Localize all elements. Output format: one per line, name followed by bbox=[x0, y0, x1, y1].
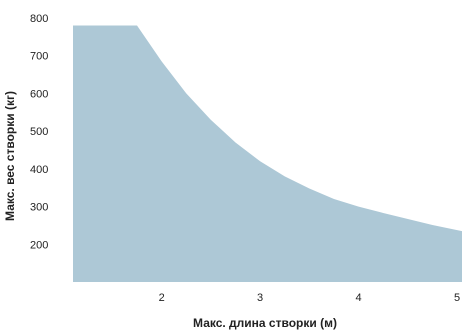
y-tick-label: 500 bbox=[30, 126, 48, 138]
x-tick-label: 3 bbox=[257, 292, 263, 304]
x-axis-ticks: 2 3 4 5 bbox=[159, 292, 461, 304]
x-tick-label: 4 bbox=[356, 292, 362, 304]
plot-area bbox=[73, 25, 462, 282]
y-tick-label: 200 bbox=[30, 239, 48, 251]
y-tick-label: 600 bbox=[30, 88, 48, 100]
y-tick-label: 700 bbox=[30, 51, 48, 63]
y-tick-label: 300 bbox=[30, 202, 48, 214]
x-tick-label: 2 bbox=[159, 292, 165, 304]
x-tick-label: 5 bbox=[454, 292, 460, 304]
y-tick-label: 400 bbox=[30, 164, 48, 176]
area-series bbox=[73, 25, 462, 282]
y-axis-label: Макс. вес створки (кг) bbox=[3, 91, 17, 221]
y-axis-ticks: 200 300 400 500 600 700 800 bbox=[30, 13, 48, 251]
y-tick-label: 800 bbox=[30, 13, 48, 25]
x-axis-label: Макс. длина створки (м) bbox=[193, 316, 337, 330]
